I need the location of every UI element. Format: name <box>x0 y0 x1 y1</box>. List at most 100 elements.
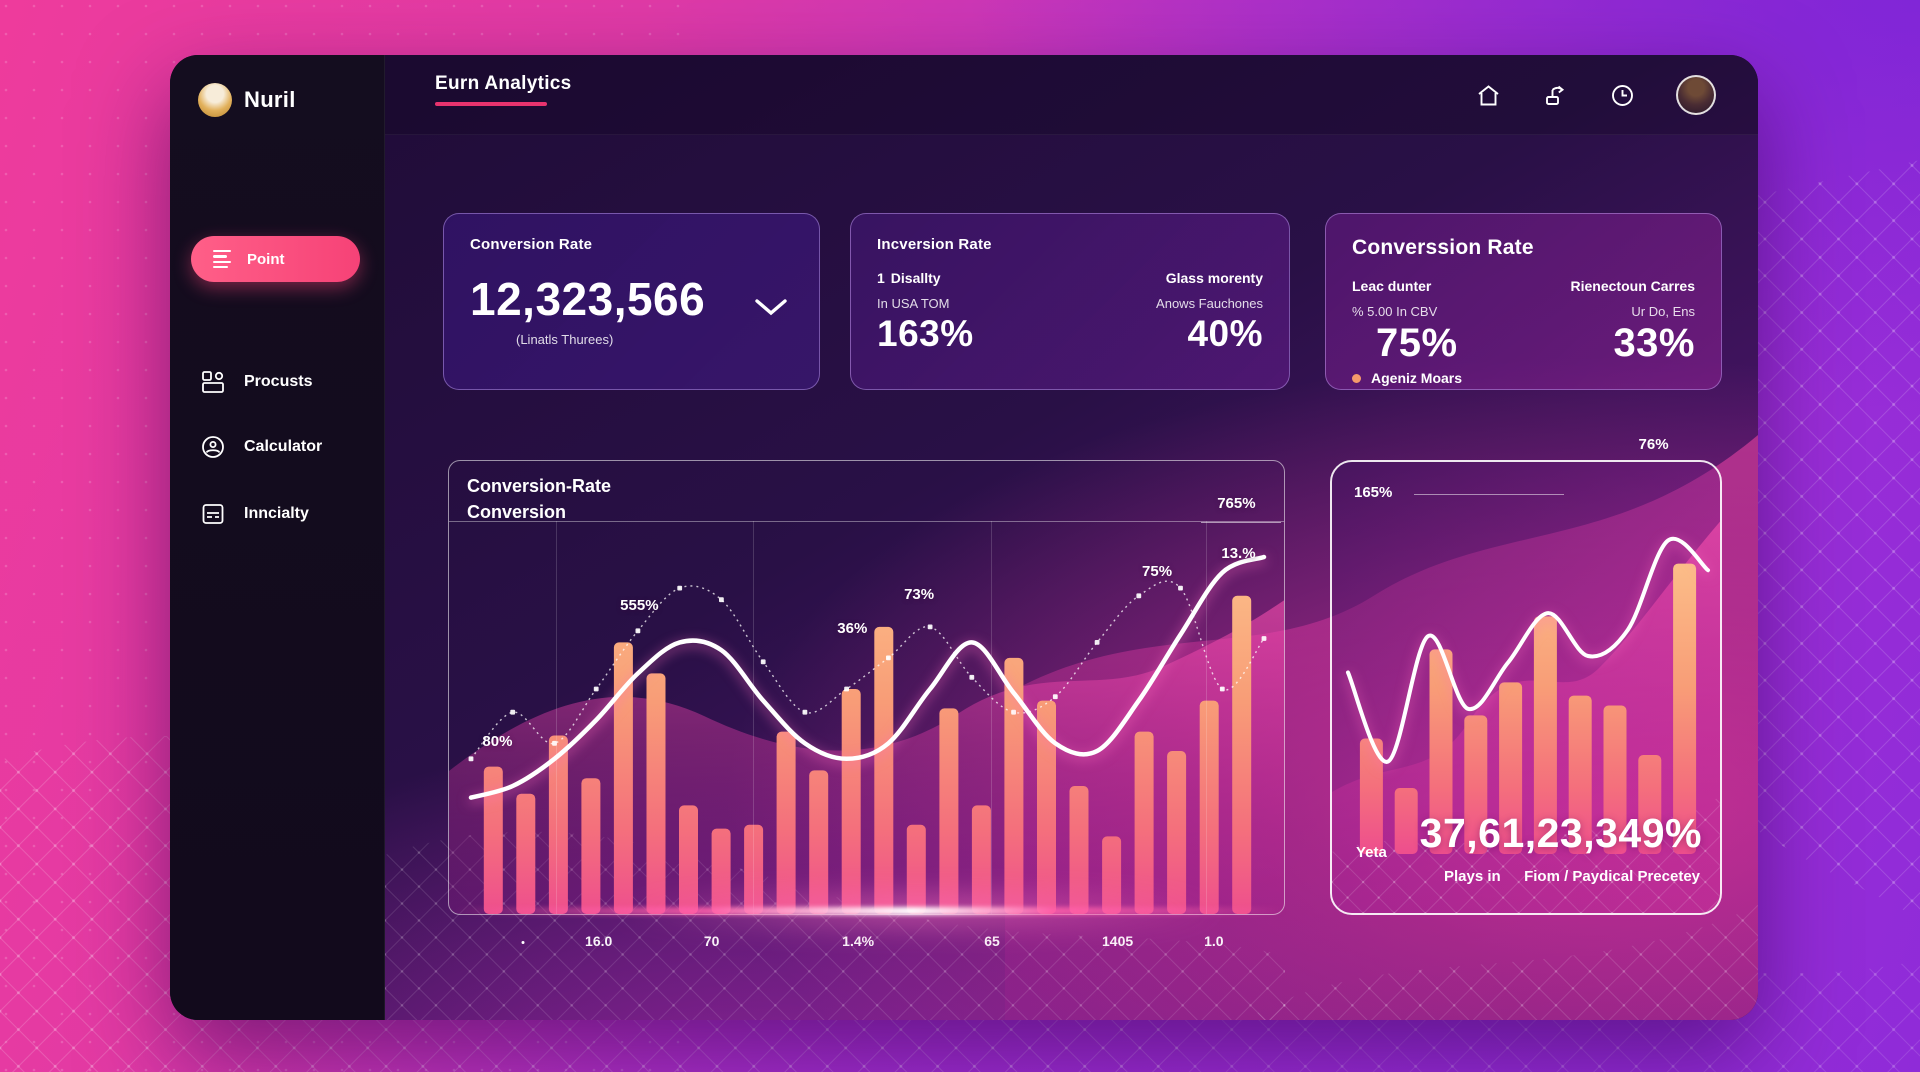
stat-card-incversion-rate: Incversion Rate 1 Disallty In USA TOM 163… <box>850 213 1290 390</box>
bar <box>1232 595 1252 914</box>
line-marker <box>719 597 724 603</box>
line-marker <box>510 709 516 715</box>
stat-sub: % 5.00 In CBV <box>1352 304 1438 319</box>
stat-header: Rienectoun Carres <box>1570 278 1695 294</box>
topbar-icons <box>1475 55 1716 135</box>
share-device-icon[interactable] <box>1542 82 1569 109</box>
topbar: Eurn Analytics <box>385 55 1758 135</box>
line-marker <box>1178 585 1183 591</box>
page-title: Eurn Analytics <box>435 73 572 94</box>
side-chart-panel: 165% 76% Yeta 37,61,23,349% Plays in Fio… <box>1330 436 1722 915</box>
line-marker <box>1011 709 1016 715</box>
card-title: Incversion Rate <box>877 236 992 253</box>
stat-card-conversion-rate: Conversion Rate 12,323,566 (Linatls Thur… <box>443 213 820 390</box>
sidebar-item-inncialty[interactable]: Inncialty <box>200 497 309 531</box>
footer-sub-right: Fiom / Paydical Precetey <box>1524 868 1700 885</box>
line-marker <box>802 709 808 715</box>
line-marker <box>1219 686 1225 692</box>
line-marker <box>844 686 849 692</box>
line-marker <box>969 674 975 680</box>
line-marker <box>1094 640 1100 645</box>
chevron-down-icon[interactable] <box>749 296 793 318</box>
stat-value: 75% <box>1376 321 1458 365</box>
line-marker <box>468 756 474 762</box>
stat-sub: Anows Fauchones <box>1156 296 1263 311</box>
card-title: Conversion Rate <box>470 236 593 253</box>
chart-annotation: 36% <box>837 619 868 637</box>
main-chart-plot <box>449 461 1284 914</box>
main-chart-panel: Conversion-Rate Conversion 80% 555% 36% … <box>448 460 1285 915</box>
title-underline <box>435 102 547 106</box>
axis-dot <box>521 941 525 944</box>
stat-sub: Ur Do, Ens <box>1631 304 1695 319</box>
stat-header: Leac dunter <box>1352 278 1432 294</box>
calc-screen-icon <box>202 504 224 524</box>
brand: Nuril <box>198 83 296 117</box>
side-chart-label: 165% <box>1354 484 1393 501</box>
chart-annotation: 13.% <box>1221 544 1256 562</box>
legend-label: Ageniz Moars <box>1371 370 1463 386</box>
stat-card-converssion-rate: Converssion Rate Leac dunter % 5.00 In C… <box>1325 213 1722 390</box>
bar <box>1199 700 1219 914</box>
x-tick-label: 1.0 <box>1204 933 1224 949</box>
stat-header: 1 Disallty <box>877 270 941 286</box>
page-title-wrap: Eurn Analytics <box>435 73 572 106</box>
brand-logo-avatar <box>198 83 232 117</box>
brand-name: Nuril <box>244 87 296 112</box>
sidebar-item-label: Calculator <box>244 438 323 455</box>
chart-annotation: 555% <box>620 596 659 614</box>
grid-icon <box>202 371 224 393</box>
bar <box>1167 751 1187 914</box>
line-marker <box>886 655 891 661</box>
x-tick-label: 65 <box>984 933 1000 949</box>
bar <box>646 673 666 914</box>
bar <box>939 708 959 914</box>
sidebar-item-point[interactable]: Point <box>191 236 360 282</box>
stat-value: 33% <box>1613 321 1695 365</box>
dashboard-window: Nuril Point Procusts Calculator <box>170 55 1758 1020</box>
main-chart-svg <box>449 554 1284 914</box>
sidebar: Nuril Point Procusts Calculator <box>170 55 385 1020</box>
menu-icon <box>213 249 231 269</box>
x-tick-label: 70 <box>703 933 720 949</box>
sidebar-item-label: Point <box>247 250 285 268</box>
glow-line <box>455 907 1285 915</box>
chart-annotation: 765% <box>1217 494 1256 512</box>
side-chart-gridline <box>1414 494 1564 495</box>
chart-title: Conversion-Rate Conversion <box>467 476 612 522</box>
line-marker <box>1052 694 1058 700</box>
line-marker <box>760 659 766 665</box>
clock-icon[interactable] <box>1609 82 1636 109</box>
stat-sub: In USA TOM <box>877 296 950 311</box>
chart-annotation: 73% <box>904 585 935 603</box>
footer-sub-left: Plays in <box>1444 868 1501 885</box>
stat-value: 40% <box>1187 313 1263 354</box>
user-avatar[interactable] <box>1676 75 1716 115</box>
chart-annotation: 75% <box>1142 562 1173 580</box>
stat-header: Glass morenty <box>1165 270 1263 286</box>
sidebar-item-label: Procusts <box>244 373 313 390</box>
line-marker <box>677 585 683 591</box>
bar <box>874 626 894 914</box>
line-marker <box>593 686 599 692</box>
sidebar-item-calculator[interactable]: Calculator <box>200 430 322 464</box>
line-marker <box>927 624 933 630</box>
x-tick-label: 16.0 <box>585 933 613 949</box>
bar <box>1134 731 1154 914</box>
side-chart-peak-label: 76% <box>1638 436 1669 453</box>
legend-row: Ageniz Moars <box>1352 370 1462 386</box>
legend-dot-icon <box>1352 373 1361 383</box>
footer-label: Yeta <box>1356 844 1387 861</box>
chart-annotation: 80% <box>482 732 513 750</box>
home-icon[interactable] <box>1475 82 1502 109</box>
x-tick-label: 1405 <box>1102 933 1134 949</box>
card-value: 12,323,566 <box>470 273 706 325</box>
main-chart-x-axis: 16.0 70 1.4% 65 1405 1.0 <box>448 933 1285 963</box>
bar <box>841 689 861 914</box>
sidebar-item-procusts[interactable]: Procusts <box>200 365 312 399</box>
side-chart-footer: Yeta 37,61,23,349% Plays in Fiom / Paydi… <box>1332 783 1720 913</box>
marker-icon: 1 <box>877 270 885 286</box>
card-subtitle: (Linatls Thurees) <box>516 332 614 347</box>
footer-value: 37,61,23,349% <box>1419 810 1702 856</box>
bar <box>776 731 796 914</box>
